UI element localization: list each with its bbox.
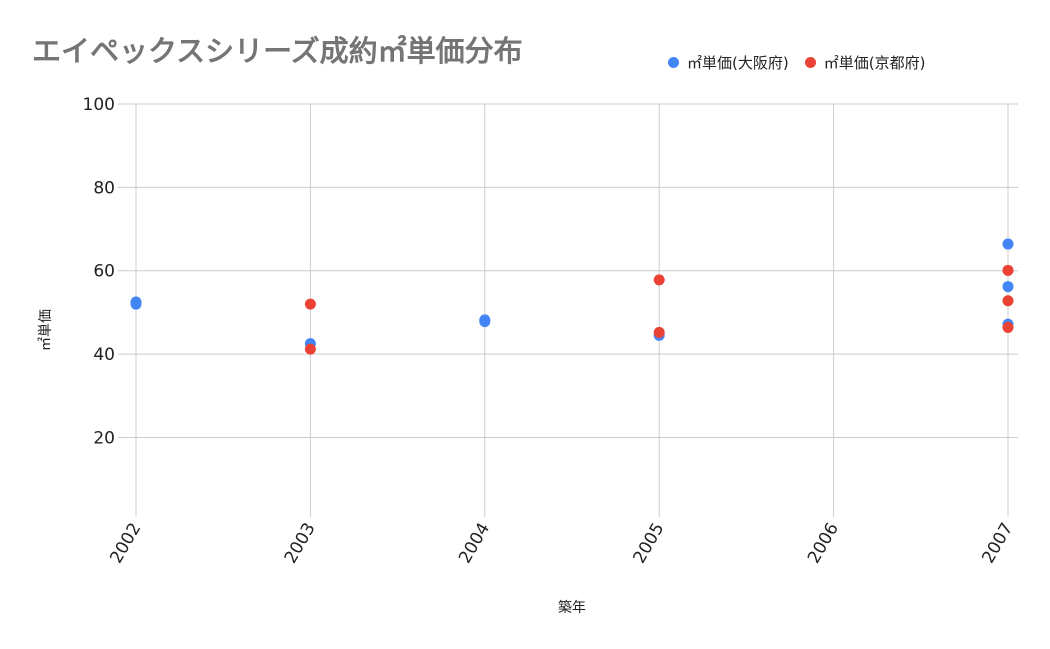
chart-title: エイペックスシリーズ成約㎡単価分布: [32, 34, 523, 68]
x-tick-label: 2004: [455, 520, 494, 567]
data-point-osaka[interactable]: [1002, 281, 1014, 293]
x-tick-label: 2006: [804, 520, 843, 567]
y-tick-label: 20: [93, 428, 115, 448]
data-points: [130, 238, 1014, 355]
data-point-kyoto[interactable]: [304, 343, 316, 355]
data-point-kyoto[interactable]: [304, 298, 316, 310]
data-point-kyoto[interactable]: [653, 326, 665, 338]
data-point-kyoto[interactable]: [1002, 321, 1014, 333]
data-point-kyoto[interactable]: [1002, 295, 1014, 307]
y-tick-label: 80: [93, 178, 115, 198]
y-axis-title: ㎡単価: [38, 309, 54, 351]
legend-label-osaka: ㎡単価(大阪府): [687, 54, 789, 72]
legend-marker-osaka-icon: [668, 57, 679, 68]
legend-label-kyoto: ㎡単価(京都府): [823, 54, 926, 72]
x-tick-label: 2007: [978, 520, 1017, 567]
data-point-kyoto[interactable]: [1002, 264, 1014, 276]
legend-item-osaka: ㎡単価(大阪府): [668, 52, 789, 73]
legend-marker-kyoto-icon: [804, 57, 816, 68]
legend-item-kyoto: ㎡単価(京都府): [804, 52, 926, 73]
data-point-osaka[interactable]: [130, 298, 142, 310]
x-tick-label: 2002: [106, 520, 145, 567]
y-axis-ticks: 20 40 60 80 100: [83, 95, 115, 448]
gridlines: [118, 103, 1018, 517]
x-tick-label: 2003: [281, 520, 320, 567]
data-point-kyoto[interactable]: [653, 274, 665, 286]
x-axis-ticks: 2002 2003 2004 2005 2006 2007: [106, 520, 1017, 567]
y-tick-label: 100: [83, 95, 115, 115]
y-tick-label: 60: [93, 262, 115, 282]
data-point-osaka[interactable]: [479, 316, 491, 328]
x-tick-label: 2005: [630, 520, 669, 567]
x-axis-title: 築年: [558, 600, 586, 616]
y-tick-label: 40: [93, 345, 115, 365]
legend: ㎡単価(大阪府) ㎡単価(京都府): [668, 52, 941, 73]
data-point-osaka[interactable]: [1002, 238, 1014, 250]
